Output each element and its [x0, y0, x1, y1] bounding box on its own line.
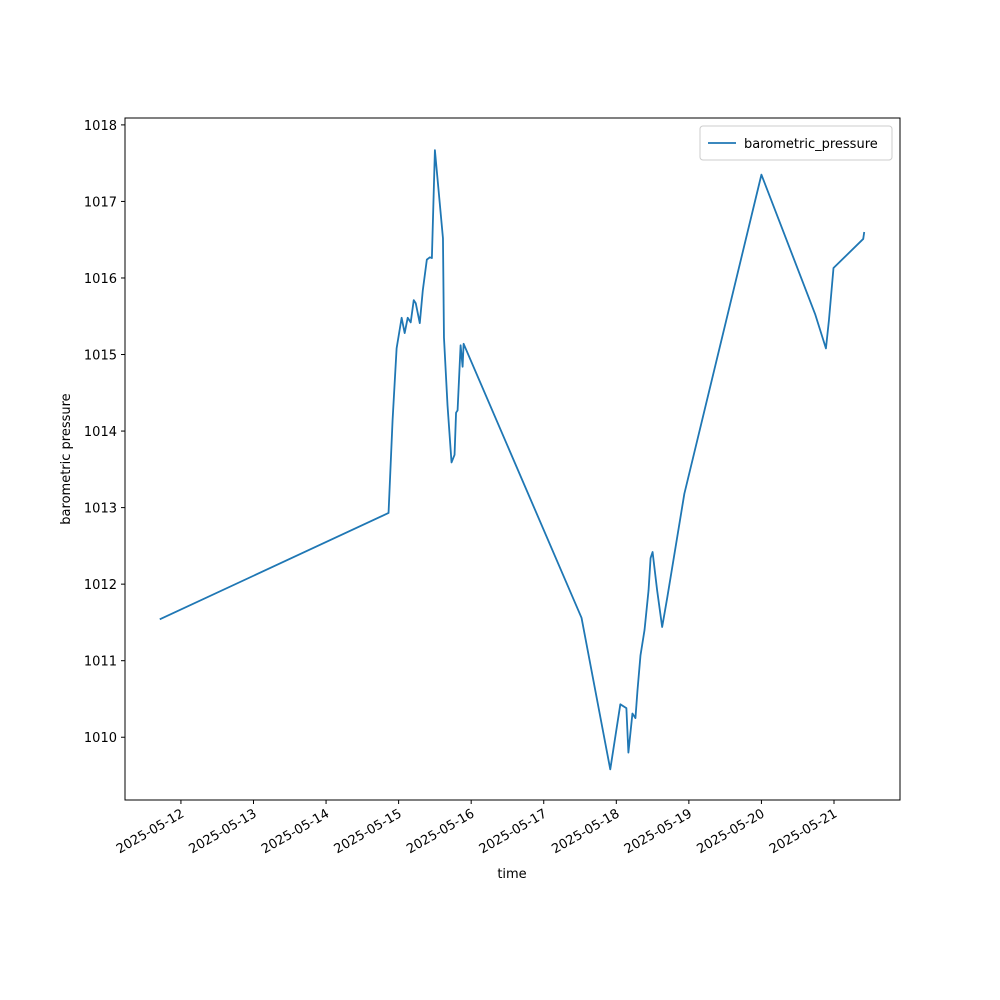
- y-tick-label: 1015: [84, 349, 117, 364]
- legend-label: barometric_pressure: [744, 137, 878, 152]
- y-tick-label: 1018: [84, 119, 117, 134]
- y-tick-label: 1010: [84, 731, 117, 746]
- legend: barometric_pressure: [699, 125, 893, 161]
- y-axis-label: barometric pressure: [59, 393, 74, 524]
- y-tick-label: 1016: [84, 272, 117, 287]
- x-axis-label: time: [497, 867, 526, 882]
- plot-frame: [124, 117, 901, 801]
- y-tick-label: 1012: [84, 578, 117, 593]
- y-tick-label: 1014: [84, 425, 117, 440]
- data-line: [159, 149, 866, 771]
- y-tick-label: 1011: [84, 655, 117, 670]
- y-tick-label: 1013: [84, 502, 117, 517]
- y-tick-label: 1017: [84, 195, 117, 210]
- legend-box: [699, 125, 893, 161]
